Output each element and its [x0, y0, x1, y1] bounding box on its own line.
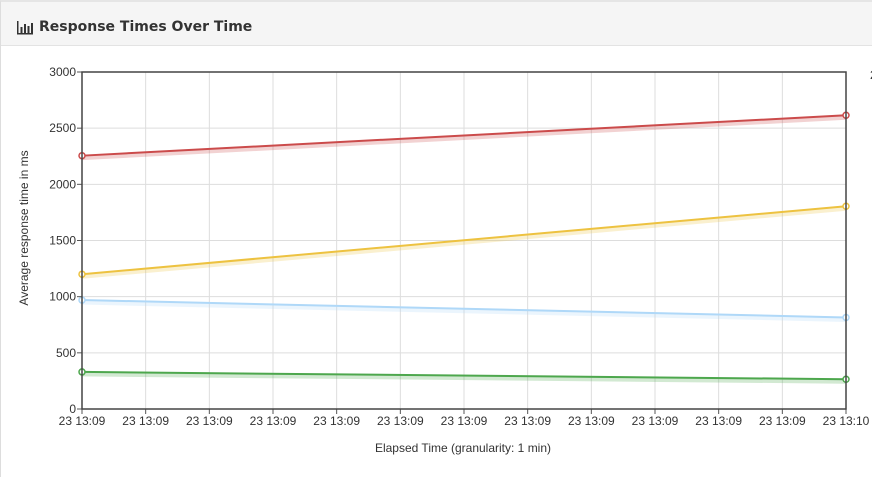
x-tick-label: 23 13:09: [759, 414, 806, 428]
series-shadow: [81, 205, 847, 279]
panel-title: Response Times Over Time: [39, 19, 253, 35]
plot-frame: [81, 71, 847, 410]
x-tick-label: 23 13:09: [313, 414, 360, 428]
x-tick-label: 23 13:09: [632, 414, 679, 428]
x-tick-label: 23 13:09: [568, 414, 615, 428]
series-line: [81, 299, 847, 319]
series-line: [81, 205, 847, 276]
series-shadow: [81, 299, 847, 322]
x-tick-label: 23 13:09: [441, 414, 488, 428]
axes: 0 500 1000 1500 2000 2500 3000 23 13:09 23 13:09…: [49, 65, 869, 428]
chart-area: 0 500 1000 1500 2000 2500 3000 23 13:09 23 13:09…: [1, 46, 872, 479]
y-tick-label: 0: [69, 402, 76, 416]
x-tick-label: 23 13:09: [377, 414, 424, 428]
x-tick-label: 23 13:09: [504, 414, 551, 428]
x-tick-label: 23 13:09: [186, 414, 233, 428]
y-tick-label: 3000: [49, 65, 76, 79]
series-line: [81, 370, 847, 381]
y-tick-label: 1000: [49, 290, 76, 304]
x-tick-label: 23 13:09: [59, 414, 106, 428]
y-tick-label: 1500: [49, 234, 76, 248]
x-axis-title: Elapsed Time (granularity: 1 min): [375, 441, 551, 455]
series-line: [81, 114, 847, 157]
y-tick-label: 2500: [49, 121, 76, 135]
series-shadow: [81, 114, 847, 161]
x-tick-label: 23 13:09: [695, 414, 742, 428]
y-axis-title: Average response time in ms: [17, 150, 31, 305]
bar-chart-icon: [17, 21, 33, 35]
x-tick-label: 23 13:10: [823, 414, 870, 428]
y-tick-label: 500: [56, 346, 76, 360]
response-times-chart: 0 500 1000 1500 2000 2500 3000 23 13:09 23 13:09…: [17, 65, 872, 455]
panel-heading: Response Times Over Time: [1, 2, 872, 46]
x-tick-label: 23 13:09: [122, 414, 169, 428]
series-layer: [78, 111, 850, 384]
x-tick-label: 23 13:09: [250, 414, 297, 428]
legend-edge-glyph: 2: [870, 68, 872, 82]
y-tick-label: 2000: [49, 177, 76, 191]
series-shadow: [81, 371, 847, 384]
